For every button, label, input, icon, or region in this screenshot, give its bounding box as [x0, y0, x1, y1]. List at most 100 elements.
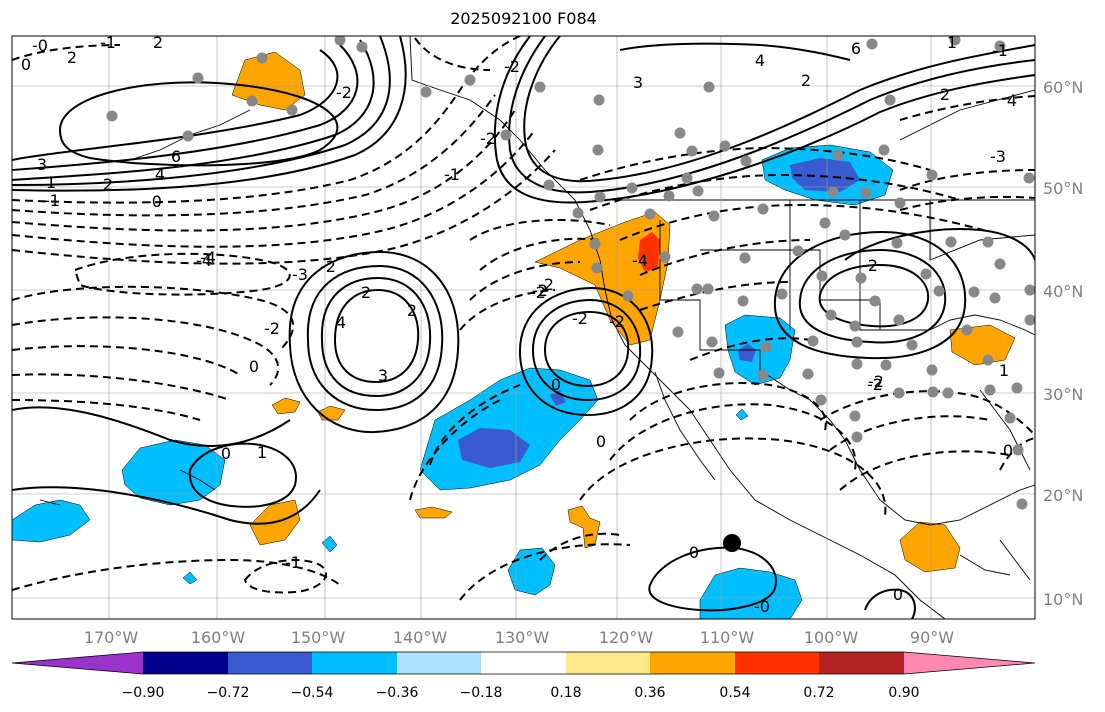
contour-label: -2 [320, 257, 336, 276]
region-darkblue [738, 344, 756, 362]
lat-tick: 50°N [1043, 179, 1083, 198]
lat-tick: 10°N [1043, 590, 1083, 609]
contour-label: -0 [32, 36, 48, 55]
contour-label: 4 [155, 165, 165, 184]
contour-label: -2 [572, 309, 588, 328]
contour-label: 2 [407, 301, 417, 320]
contour-label: -2 [504, 57, 520, 76]
contour-labels: 6 4 2 1 3 2 0 -1 -3 -2 -4 4 -4 -2 -3 -2 … [21, 33, 1017, 616]
lat-tick: 60°N [1043, 78, 1083, 97]
contour-label: -2 [264, 319, 280, 338]
contour-label: -2 [480, 129, 496, 148]
colorbar-label: 0.90 [888, 685, 919, 701]
contour-label: 0 [21, 55, 31, 74]
map-frame [11, 35, 1036, 620]
contour-label: -3 [990, 147, 1006, 166]
contour-label: -0 [146, 192, 162, 211]
contour-label: 1 [947, 33, 957, 52]
contour-label: -1 [444, 165, 460, 184]
lon-tick: 140°W [393, 628, 448, 647]
contour-label: -2 [336, 83, 352, 102]
map-title: 2025092100 F084 [450, 9, 597, 28]
lon-tick: 110°W [700, 628, 755, 647]
colorbar-label: −0.36 [376, 685, 419, 701]
region-darkblue [458, 428, 530, 468]
region-blue [121, 439, 226, 506]
region-orange [414, 506, 453, 519]
colorbar-label: 0.72 [803, 685, 834, 701]
lon-tick: 120°W [599, 628, 654, 647]
contour-label: -2 [609, 312, 625, 331]
lon-tick: 100°W [804, 628, 859, 647]
contour-label: -2 [867, 375, 883, 394]
contour-label: 3 [37, 155, 47, 174]
colorbar-label: −0.54 [291, 685, 334, 701]
contour-label: 0 [689, 543, 699, 562]
region-blue [321, 535, 338, 553]
contour-label: 2 [67, 48, 77, 67]
contour-label: -1 [44, 191, 60, 210]
contour-label: 3 [378, 366, 388, 385]
contour-label: 6 [171, 147, 181, 166]
colorbar-swatch [12, 652, 143, 674]
region-darkblue [790, 158, 860, 192]
contour-label: 1 [257, 443, 267, 462]
colorbar: −0.90 −0.72 −0.54 −0.36 −0.18 0.18 0.36 … [11, 651, 1036, 701]
shaded-regions [12, 51, 1016, 619]
black-point-marker [723, 534, 741, 552]
map-area: 6 4 2 1 3 2 0 -1 -3 -2 -4 4 -4 -2 -3 -2 … [12, 33, 1035, 619]
region-orange [271, 397, 301, 415]
contour-label: -2 [530, 283, 546, 302]
contour-label: -2 [538, 275, 554, 294]
region-blue [12, 499, 91, 543]
colorbar-swatch [650, 652, 735, 674]
contour-label: -2 [868, 372, 884, 391]
contour-label: -1 [285, 553, 301, 572]
colorbar-swatch [904, 652, 1035, 674]
contour-label: 0 [249, 357, 259, 376]
contour-label: -2 [532, 281, 548, 300]
lat-tick: 20°N [1043, 486, 1083, 505]
contour-label: 2 [801, 71, 811, 90]
colorbar-label: −0.90 [122, 685, 165, 701]
contour-label: 0 [221, 444, 231, 463]
contour-label: 4 [755, 51, 765, 70]
lon-tick: 130°W [495, 628, 550, 647]
colorbar-swatch [397, 652, 481, 674]
colorbar-label: −0.72 [207, 685, 250, 701]
contour-label: 4 [336, 313, 346, 332]
region-blue [735, 408, 749, 421]
colorbar-label: −0.18 [460, 685, 503, 701]
colorbar-swatch [312, 652, 397, 674]
contour-label: 1 [999, 361, 1009, 380]
lat-tick: 30°N [1043, 385, 1083, 404]
contour-label: -3 [292, 265, 308, 284]
colorbar-swatch [481, 652, 566, 674]
contour-label: -4 [200, 248, 216, 267]
contour-label: 0 [893, 585, 903, 604]
colorbar-swatch [228, 652, 312, 674]
contour-label: -2 [862, 256, 878, 275]
station-dots [106, 36, 1035, 510]
contour-label: 1 [46, 173, 56, 192]
contour-label: -4 [632, 251, 648, 270]
contour-label: 0 [551, 375, 561, 394]
colorbar-label: 0.54 [719, 685, 750, 701]
dashed-contours [12, 36, 1035, 601]
contour-label: -0 [754, 597, 770, 616]
colorbar-swatch [566, 652, 650, 674]
lon-tick: 170°W [84, 628, 139, 647]
contour-label: 2 [361, 283, 371, 302]
colorbar-swatch [819, 652, 904, 674]
lon-tick-labels: 170°W 160°W 150°W 140°W 130°W 120°W 110°… [84, 628, 954, 647]
colorbar-label: 0.18 [550, 685, 581, 701]
region-blue [507, 547, 556, 596]
contour-label: 0 [596, 432, 606, 451]
region-blue [182, 571, 198, 585]
contour-label: 2 [103, 175, 113, 194]
contour-label: 4 [1007, 91, 1017, 110]
region-orange [231, 51, 306, 111]
contour-label: 2 [940, 85, 950, 104]
contour-label: -1 [100, 33, 116, 52]
